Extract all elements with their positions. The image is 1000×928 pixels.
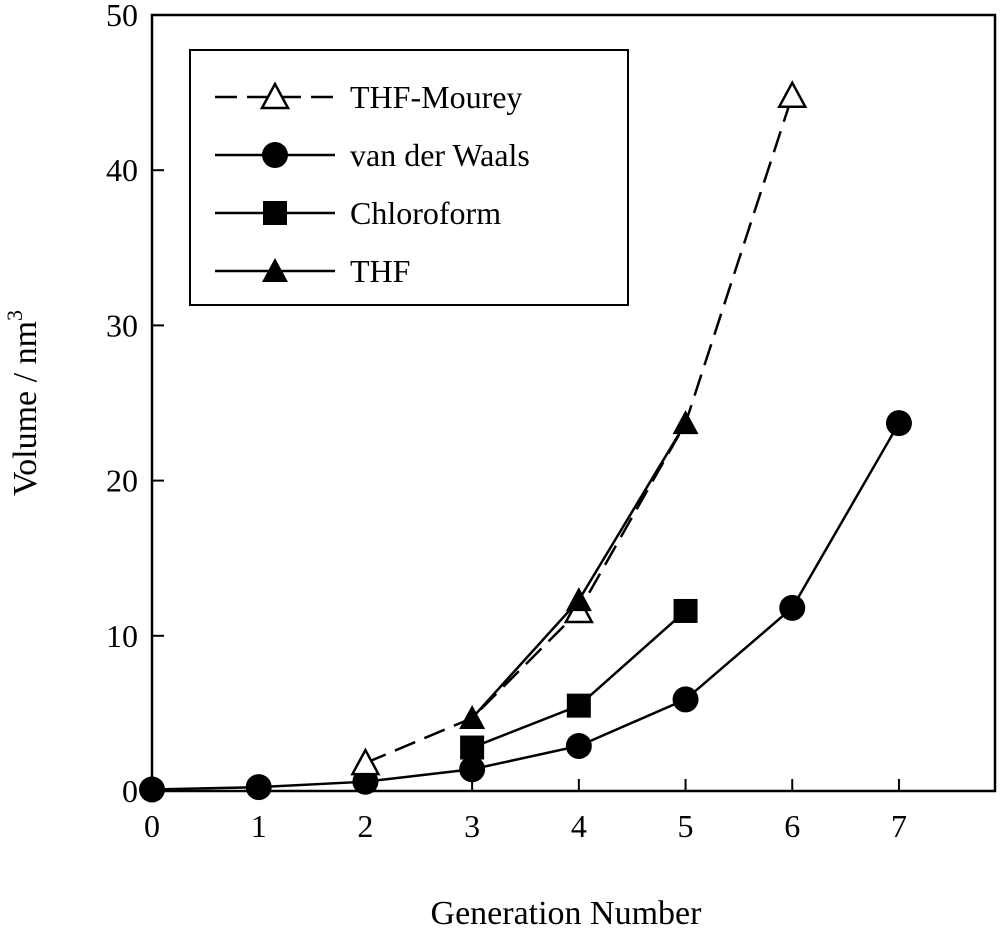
data-point-triangle <box>565 587 592 612</box>
x-tick-label: 3 <box>464 808 480 844</box>
legend-box <box>189 49 629 306</box>
data-point-triangle <box>672 410 699 435</box>
y-tick-label: 50 <box>106 0 138 33</box>
plot-frame <box>150 13 997 793</box>
y-tick-label: 10 <box>106 618 138 654</box>
y-axis-label-text: Volume / nm <box>7 321 44 496</box>
data-point-open-triangle <box>259 81 291 110</box>
data-point-circle <box>459 756 486 783</box>
data-point-open-triangle <box>777 80 808 108</box>
legend-label: Chloroform <box>350 195 501 231</box>
x-tick-label: 1 <box>251 808 267 844</box>
y-tick-label: 0 <box>122 773 138 809</box>
series-layer <box>139 80 912 803</box>
data-point-triangle <box>459 705 486 730</box>
data-point-square <box>263 201 287 225</box>
x-tick-label: 7 <box>891 808 907 844</box>
y-axis-label-superscript: 3 <box>2 310 27 321</box>
y-tick-label: 40 <box>106 152 138 188</box>
legend-item: THF <box>215 253 410 289</box>
series-line <box>471 610 687 749</box>
series-line <box>151 422 901 791</box>
data-point-circle <box>779 594 806 621</box>
legend-item: van der Waals <box>215 137 530 173</box>
x-tick-label: 2 <box>357 808 373 844</box>
data-point-triangle <box>262 258 288 282</box>
y-tick-label: 20 <box>106 463 138 499</box>
series-van-der-waals <box>139 410 912 803</box>
data-point-circle <box>139 776 165 803</box>
data-point-circle <box>245 774 272 801</box>
legend-label: THF-Mourey <box>350 79 522 115</box>
x-tick-label: 6 <box>784 808 800 844</box>
series-line <box>471 422 687 719</box>
data-point-square <box>460 735 485 760</box>
data-point-circle <box>885 410 912 437</box>
x-tick-label: 5 <box>678 808 694 844</box>
legend: THF-Mourey van der Waals Chloroform THF <box>189 49 629 306</box>
legend-label: van der Waals <box>350 137 530 173</box>
y-axis-label: Volume / nm3 <box>2 310 44 496</box>
series-thf <box>459 410 699 730</box>
data-point-square <box>566 693 591 718</box>
x-tick-label: 4 <box>571 808 587 844</box>
data-point-circle <box>565 732 592 759</box>
legend-label: THF <box>350 253 410 289</box>
x-axis-label: Generation Number <box>431 895 703 928</box>
legend-item: Chloroform <box>215 195 501 231</box>
series-chloroform <box>460 598 698 760</box>
y-tick-label: 30 <box>106 307 138 343</box>
data-point-circle <box>262 142 288 168</box>
data-point-square <box>673 598 698 623</box>
x-tick-label: 0 <box>144 808 160 844</box>
data-point-circle <box>672 686 699 713</box>
data-point-open-triangle <box>350 747 381 776</box>
legend-item: THF-Mourey <box>215 79 522 115</box>
